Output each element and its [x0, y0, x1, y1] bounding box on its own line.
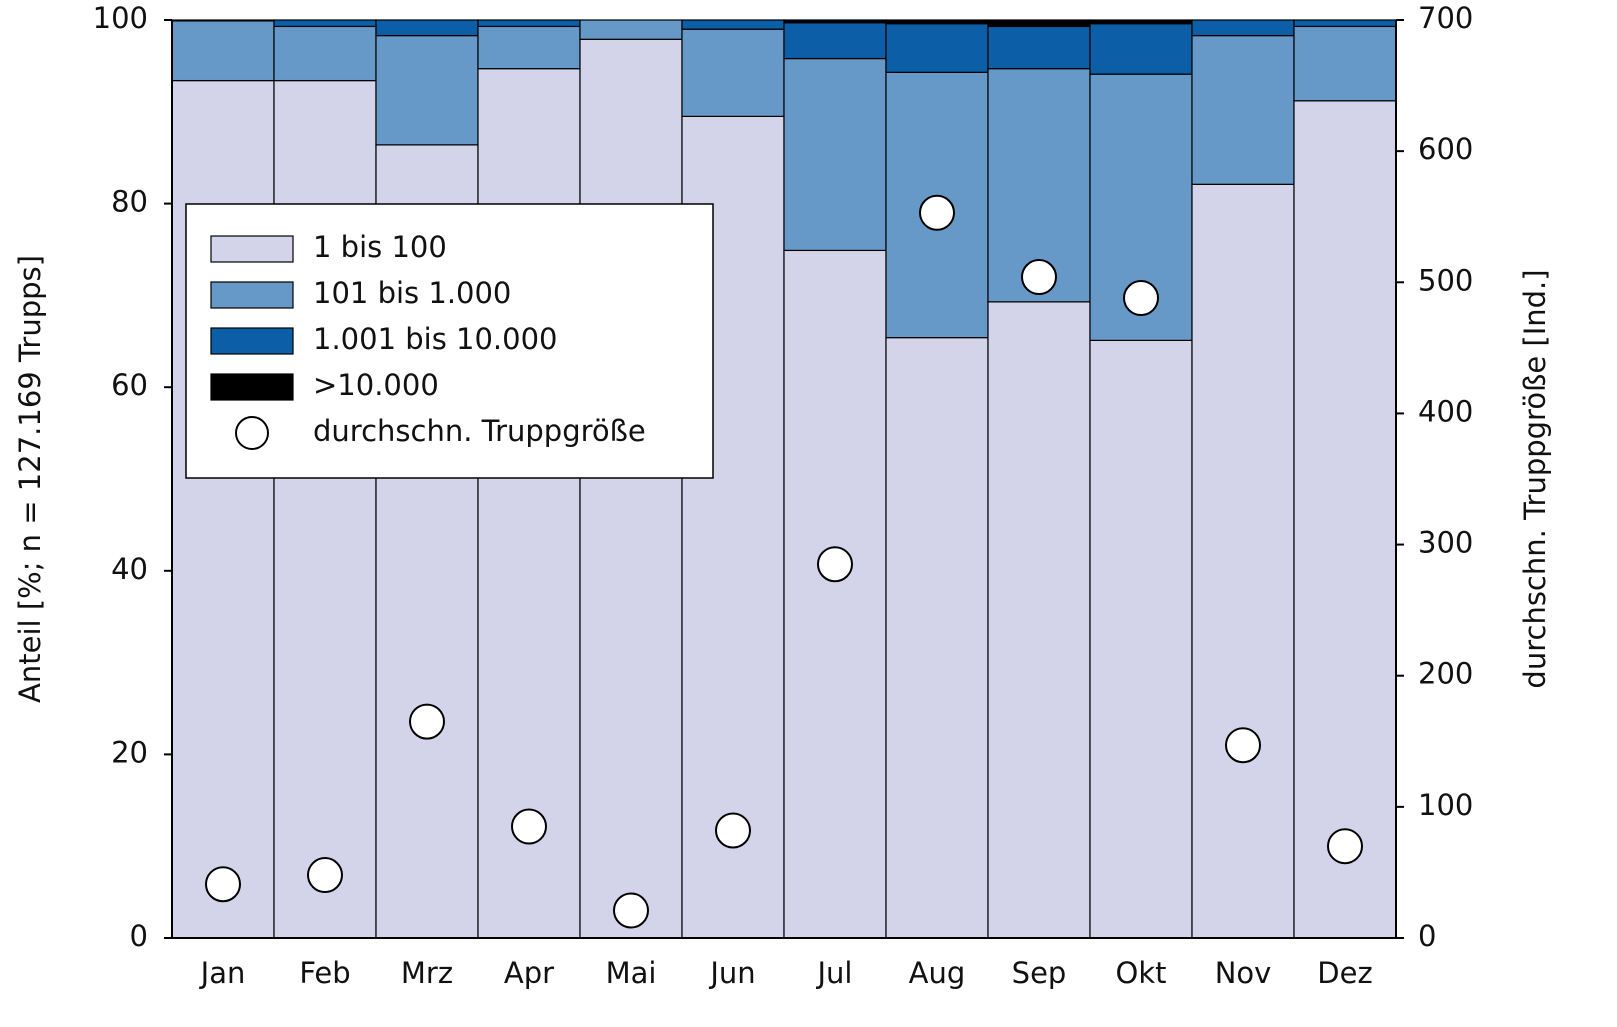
legend-swatch [210, 281, 294, 309]
bar-segment [783, 19, 887, 24]
x-tick-label: Aug [909, 956, 966, 990]
legend: 1 bis 100 101 bis 1.000 1.001 bis 10.000 >1… [185, 203, 714, 479]
x-tick-label: Jan [199, 956, 246, 990]
x-tick-label: Jul [816, 956, 853, 990]
scatter-point [715, 812, 751, 849]
bar-segment [171, 19, 275, 22]
y-axis-label: Anteil [%; n = 127.169 Trupps] [13, 255, 47, 703]
bar-segment [171, 20, 275, 82]
bar-segment [273, 25, 377, 82]
y-tick-label: 20 [111, 735, 148, 769]
x-tick-label: Feb [299, 956, 350, 990]
bar-segment [885, 337, 989, 939]
scatter-point [919, 194, 955, 231]
bar-segment [1293, 25, 1397, 102]
scatter-point [817, 546, 853, 583]
scatter-point [511, 808, 547, 845]
x-tick-label: Mai [606, 956, 657, 990]
scatter-point [1021, 259, 1057, 296]
legend-label: 1 bis 100 [313, 230, 447, 264]
y-tick-label: 60 [111, 368, 148, 402]
bar-segment [783, 22, 887, 60]
y2-tick-label: 400 [1418, 394, 1473, 428]
bar-segment [1191, 35, 1295, 185]
bar-segment [1293, 100, 1397, 939]
bar-segment [1293, 19, 1397, 28]
y-tick-label: 80 [111, 185, 148, 219]
scatter-point [1327, 828, 1363, 865]
bar-segment [987, 25, 1091, 70]
bar-segment [1191, 183, 1295, 939]
scatter-point [1225, 727, 1261, 764]
legend-swatch [210, 327, 294, 355]
bar-segment [681, 28, 785, 117]
scatter-point [307, 857, 343, 894]
legend-marker [235, 416, 269, 450]
y2-tick-label: 500 [1418, 263, 1473, 297]
bar-segment [783, 57, 887, 252]
scatter-point [409, 703, 445, 740]
bar-segment [885, 19, 989, 25]
y2-tick-label: 300 [1418, 526, 1473, 560]
bar-segment [783, 249, 887, 939]
scatter-point [205, 866, 241, 903]
bar-segment [375, 35, 479, 146]
bar-segment [885, 23, 989, 73]
x-tick-label: Jun [708, 956, 755, 990]
scatter-point [1123, 280, 1159, 317]
y2-tick-label: 600 [1418, 132, 1473, 166]
bar-segment [1089, 19, 1193, 25]
bar-segment [477, 68, 581, 939]
bar-segment [1089, 73, 1193, 341]
x-tick-label: Okt [1116, 956, 1167, 990]
bar-segment [273, 19, 377, 28]
legend-label: >10.000 [313, 368, 439, 402]
bar-segment [579, 19, 683, 40]
bar-segment [1089, 23, 1193, 75]
y2-tick-label: 200 [1418, 657, 1473, 691]
legend-swatch [210, 373, 294, 401]
legend-swatch [210, 235, 294, 263]
y-tick-label: 100 [93, 1, 148, 35]
bar-segment [987, 19, 1091, 28]
bar-segment [681, 19, 785, 30]
x-tick-label: Mrz [401, 956, 453, 990]
y2-tick-label: 700 [1418, 1, 1473, 35]
x-tick-label: Sep [1012, 956, 1067, 990]
bar-segment [375, 19, 479, 37]
x-tick-label: Dez [1317, 956, 1372, 990]
y2-tick-label: 0 [1418, 919, 1436, 953]
bar-segment [1191, 19, 1295, 37]
bar-segment [1089, 339, 1193, 939]
scatter-point [613, 892, 649, 929]
legend-label: durchschn. Truppgröße [313, 414, 646, 448]
bar-segment [987, 301, 1091, 939]
x-tick-label: Nov [1215, 956, 1272, 990]
bar-segment [579, 38, 683, 939]
y2-axis-label: durchschn. Truppgröße [Ind.] [1518, 269, 1552, 688]
x-tick-label: Apr [504, 956, 554, 990]
legend-label: 1.001 bis 10.000 [313, 322, 558, 356]
y2-tick-label: 100 [1418, 788, 1473, 822]
y-tick-label: 40 [111, 552, 148, 586]
bar-segment [477, 19, 581, 28]
bar-segment [477, 25, 581, 70]
y-tick-label: 0 [130, 919, 148, 953]
legend-label: 101 bis 1.000 [313, 276, 511, 310]
